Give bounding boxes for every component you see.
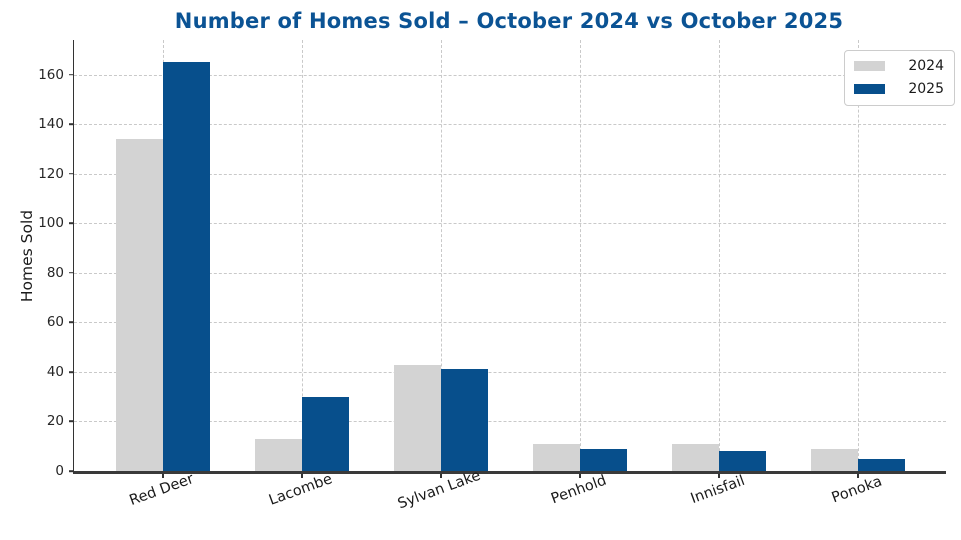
horizontal-gridline [74,173,946,175]
y-tick-label: 40 [46,363,64,380]
plot-area: 0 20 40 60 80 100 120 140 160 Red Deer Lacombe Sylv… [38,40,946,512]
y-tick-label: 120 [38,165,64,182]
vertical-gridline [858,40,859,471]
y-tick-label: 140 [38,116,64,133]
bar-2025-lacombe [302,396,349,471]
bar-2024-innisfail [672,443,719,471]
x-tick-mark [301,474,303,478]
x-tick-mark [857,474,859,478]
x-tick-mark [162,474,164,478]
chart-title: Number of Homes Sold – October 2024 vs O… [174,9,844,33]
x-tick-mark [440,474,442,478]
y-tick-mark [69,321,74,324]
horizontal-gridline [74,74,946,76]
legend-label-2025: 2025 [908,81,944,97]
vertical-gridline [302,40,303,471]
y-tick-label: 60 [46,314,64,331]
vertical-gridline [580,40,581,471]
horizontal-gridline [74,223,946,225]
bar-2025-red-deer [163,62,210,471]
bar-2025-ponoka [858,458,905,471]
y-tick-label: 20 [46,413,64,430]
x-tick-label-ponoka: Ponoka [829,473,885,507]
y-tick-mark [69,222,74,225]
bar-2025-innisfail [719,451,766,471]
y-tick-mark [69,470,74,472]
bar-2025-sylvan-lake [441,369,488,471]
y-axis-label: Homes Sold [18,209,36,303]
legend: 2024 2025 [844,50,955,106]
y-tick-mark [69,73,74,76]
legend-swatch-2025 [854,84,885,94]
vertical-gridline [719,40,720,471]
bar-2024-ponoka [811,448,858,471]
legend-item-2025: 2025 [854,81,944,97]
bar-2024-lacombe [255,438,302,471]
y-tick-label: 160 [38,66,64,83]
y-tick-mark [69,272,74,274]
bar-2024-sylvan-lake [394,364,441,471]
y-tick-mark [69,123,74,125]
x-tick-mark [579,474,581,478]
y-tick-label: 0 [55,463,64,479]
horizontal-gridline [74,421,946,423]
y-tick-mark [69,371,74,373]
y-tick-mark [69,172,74,175]
bar-2024-penhold [533,443,580,471]
bar-2024-red-deer [116,139,163,471]
legend-swatch-2024 [854,61,885,71]
y-tick-mark [69,420,74,423]
horizontal-gridline [74,124,946,126]
legend-label-2024: 2024 [908,58,944,74]
x-tick-mark [718,474,720,478]
horizontal-gridline [74,322,946,324]
horizontal-gridline [74,272,946,274]
bar-2025-penhold [580,448,627,471]
legend-item-2024: 2024 [854,58,944,74]
vertical-gridline [441,40,442,471]
horizontal-gridline [74,371,946,373]
y-tick-label: 80 [46,264,64,281]
y-tick-label: 100 [38,215,64,232]
